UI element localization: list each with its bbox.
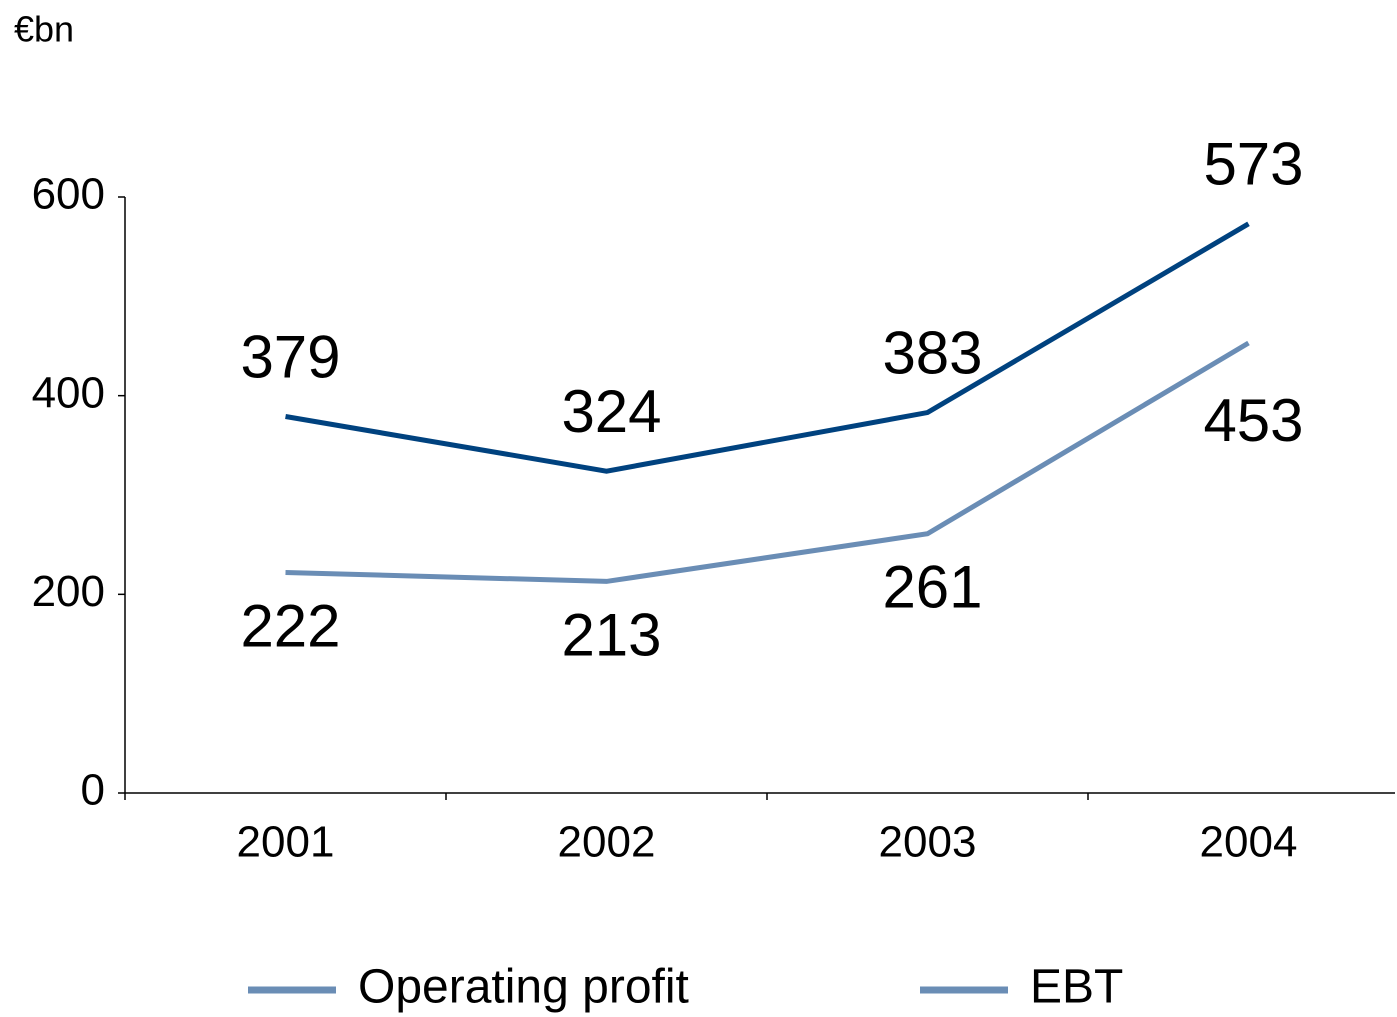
data-label: 222 (240, 592, 340, 659)
x-tick-label: 2001 (237, 818, 335, 867)
data-label: 379 (240, 323, 340, 390)
data-label: 573 (1203, 131, 1303, 198)
y-tick-label: 0 (81, 766, 105, 815)
y-tick-label: 600 (32, 170, 105, 219)
data-label: 324 (561, 378, 661, 445)
line (285, 221, 1250, 474)
y-tick-label: 200 (32, 567, 105, 616)
data-label: 453 (1203, 387, 1303, 454)
line (285, 340, 1250, 584)
y-axis-label: €bn (14, 9, 74, 50)
x-tick-label: 2004 (1200, 818, 1298, 867)
legend-label: EBT (1030, 961, 1123, 1014)
data-label: 213 (561, 601, 661, 668)
data-label: 261 (882, 554, 982, 621)
data-label: 383 (882, 319, 982, 386)
x-tick-label: 2002 (558, 818, 656, 867)
x-tick-label: 2003 (879, 818, 977, 867)
legend-label: Operating profit (358, 961, 689, 1014)
y-tick-label: 400 (32, 368, 105, 417)
